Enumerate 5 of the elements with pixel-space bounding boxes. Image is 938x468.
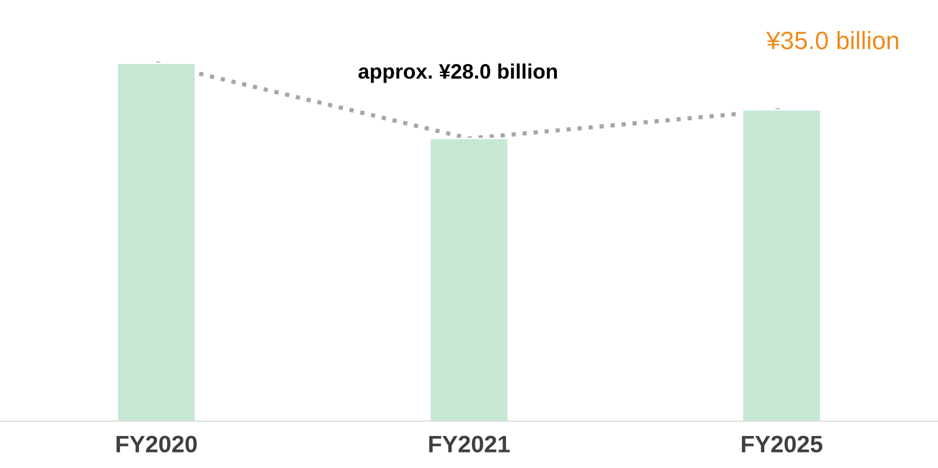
x-tick-label: FY2025	[742, 436, 822, 452]
x-tick-label: FY2021	[429, 436, 510, 452]
annotation: approx. ¥28.0 billion	[358, 63, 557, 83]
x-tick-label: FY2020	[116, 436, 197, 452]
annotation: ¥35.0 billion	[766, 30, 898, 50]
